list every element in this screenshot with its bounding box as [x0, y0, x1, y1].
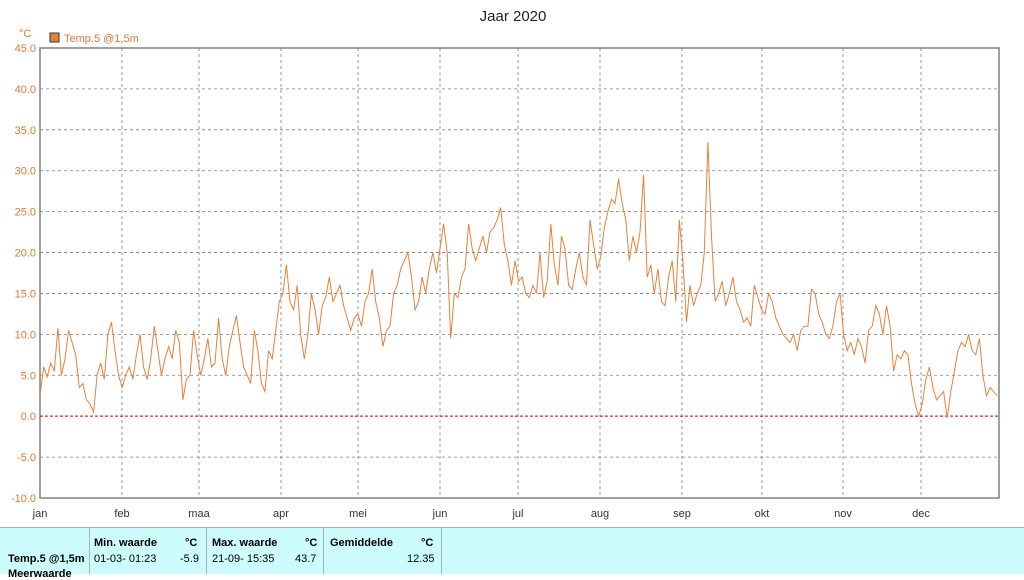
max-unit: °C — [305, 537, 318, 549]
x-tick-label: jan — [32, 508, 48, 520]
y-tick-label: 45.0 — [15, 43, 36, 55]
x-tick-label: dec — [912, 508, 930, 520]
max-value: 43.7 — [295, 553, 317, 565]
max-header: Max. waarde — [212, 537, 278, 549]
x-axis: jan feb maa apr mei jun jul aug sep okt nov dec — [32, 508, 931, 520]
row2-label: Meerwaarde — [8, 568, 72, 580]
statistics-panel: Min. waarde °C Max. waarde °C Gemiddelde… — [0, 527, 1024, 580]
x-tick-label: aug — [591, 508, 609, 520]
x-tick-label: feb — [114, 508, 129, 520]
legend-label: Temp.5 @1,5m — [64, 33, 139, 45]
y-tick-label: 40.0 — [15, 84, 36, 96]
max-time: 21-09- 15:35 — [212, 553, 275, 565]
x-tick-label: sep — [673, 508, 691, 520]
y-tick-label: 25.0 — [15, 207, 36, 219]
chart-title: Jaar 2020 — [480, 8, 547, 25]
y-axis: -10.0 -5.0 0.0 5.0 10.0 15.0 20.0 25.0 30.0 35.0 4… — [11, 43, 36, 505]
y-tick-label: 35.0 — [15, 125, 36, 137]
grid — [40, 48, 999, 498]
plot-frame — [39, 47, 1000, 499]
x-tick-label: maa — [188, 508, 210, 520]
x-tick-label: apr — [273, 508, 289, 520]
y-tick-label: -5.0 — [17, 452, 36, 464]
x-tick-label: nov — [834, 508, 852, 520]
y-tick-label: -10.0 — [11, 493, 36, 505]
y-tick-label: 0.0 — [21, 411, 36, 423]
y-tick-label: 15.0 — [15, 288, 36, 300]
x-tick-label: okt — [755, 508, 770, 520]
y-tick-label: 30.0 — [15, 166, 36, 178]
y-tick-label: 5.0 — [21, 370, 36, 382]
x-tick-label: mei — [349, 508, 367, 520]
avg-value: 12.35 — [407, 553, 435, 565]
avg-header: Gemiddelde — [330, 537, 393, 549]
y-tick-label: 10.0 — [15, 329, 36, 341]
x-tick-label: jun — [432, 508, 448, 520]
min-time: 01-03- 01:23 — [94, 553, 157, 565]
y-unit-label: °C — [19, 28, 31, 40]
min-value: -5.9 — [180, 553, 199, 565]
min-unit: °C — [185, 537, 198, 549]
series-label: Temp.5 @1,5m — [8, 553, 85, 565]
avg-unit: °C — [421, 537, 434, 549]
y-tick-label: 20.0 — [15, 248, 36, 260]
series-line-temp — [39, 142, 998, 419]
min-header: Min. waarde — [94, 537, 157, 549]
temperature-chart: Jaar 2020 °C Temp.5 @1,5m -10.0 -5.0 0.0 5.… — [11, 8, 1000, 520]
legend-swatch — [49, 32, 60, 43]
x-tick-label: jul — [511, 508, 523, 520]
